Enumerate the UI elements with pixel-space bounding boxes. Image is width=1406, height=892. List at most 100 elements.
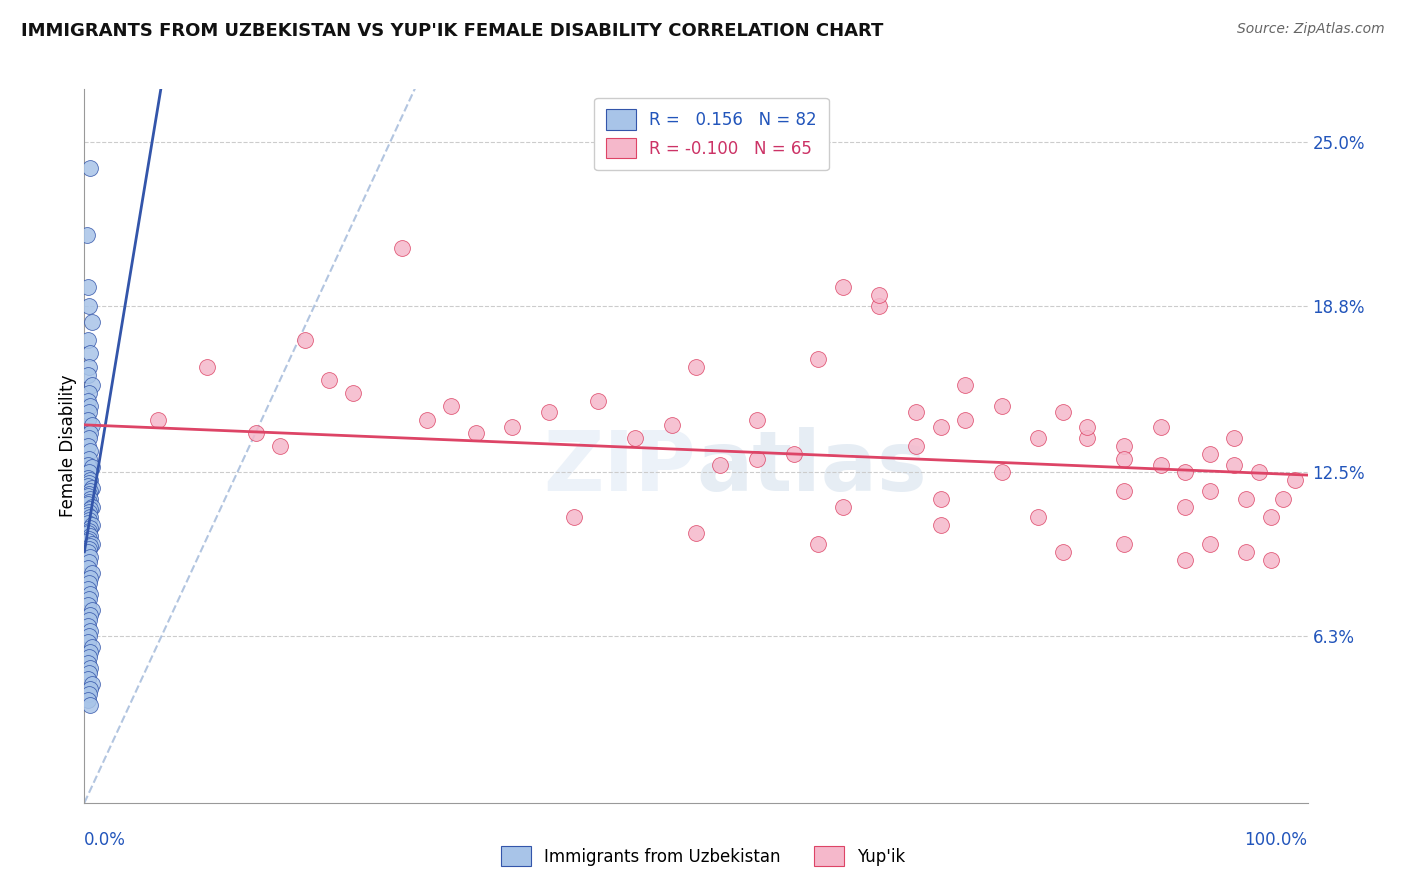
Point (77, 486, 100, 500)
Point (709, 458, 731, 472)
Point (869, 299, 891, 313)
Point (77, 516, 100, 530)
Point (1247, 466, 1270, 480)
Point (905, 404, 928, 418)
Point (1284, 474, 1306, 488)
Point (79, 529, 101, 543)
Point (77, 471, 100, 485)
Point (1028, 510, 1050, 524)
Point (77, 439, 100, 453)
Point (1114, 483, 1136, 498)
Point (1198, 537, 1220, 551)
Point (1076, 420, 1098, 434)
Point (77, 494, 100, 508)
Point (76, 227, 98, 242)
Point (77, 532, 100, 546)
Point (440, 400, 463, 414)
Point (77, 458, 100, 472)
Point (79, 549, 101, 564)
Point (77, 650, 100, 665)
Point (929, 420, 952, 434)
Point (77, 524, 100, 538)
Point (1272, 491, 1295, 506)
Point (79, 400, 101, 414)
Point (80, 677, 103, 691)
Point (79, 540, 101, 554)
Point (929, 491, 952, 506)
Point (77, 333, 100, 347)
Point (79, 682, 101, 697)
Point (1236, 545, 1258, 559)
Point (80, 417, 103, 432)
Point (464, 425, 486, 440)
Point (77, 497, 100, 511)
Point (79, 510, 101, 524)
Point (1150, 458, 1173, 472)
Point (1198, 483, 1220, 498)
Point (77, 545, 100, 559)
Point (991, 400, 1014, 414)
Point (807, 537, 830, 551)
Text: Source: ZipAtlas.com: Source: ZipAtlas.com (1237, 22, 1385, 37)
Point (391, 241, 413, 255)
Point (807, 351, 830, 366)
Point (294, 333, 316, 347)
Point (77, 666, 100, 681)
Point (77, 629, 100, 643)
Point (747, 452, 769, 467)
Point (624, 431, 647, 445)
Point (77, 359, 100, 374)
Point (869, 288, 891, 302)
Point (953, 412, 976, 426)
Point (77, 386, 100, 401)
Point (80, 500, 103, 514)
Point (79, 661, 101, 675)
Point (1260, 510, 1282, 524)
Point (77, 299, 100, 313)
Point (342, 386, 364, 401)
Point (79, 571, 101, 585)
Point (1198, 447, 1220, 461)
Point (80, 460, 103, 475)
Point (1223, 458, 1246, 472)
Text: ZIP: ZIP (544, 427, 696, 508)
Point (79, 425, 101, 440)
Point (79, 521, 101, 535)
Point (831, 500, 853, 514)
Point (80, 640, 103, 654)
Point (1114, 439, 1136, 453)
Text: 0.0%: 0.0% (84, 831, 127, 849)
Point (953, 378, 976, 392)
Point (269, 439, 291, 453)
Point (195, 359, 218, 374)
Point (80, 518, 103, 533)
Point (77, 513, 100, 527)
Point (1114, 537, 1136, 551)
Point (661, 417, 683, 432)
Point (79, 444, 101, 458)
Point (80, 603, 103, 617)
Point (77, 688, 100, 702)
Point (80, 481, 103, 495)
Y-axis label: Female Disability: Female Disability (59, 375, 77, 517)
Legend: Immigrants from Uzbekistan, Yup'ik: Immigrants from Uzbekistan, Yup'ik (492, 838, 914, 875)
Point (1174, 466, 1197, 480)
Text: IMMIGRANTS FROM UZBEKISTAN VS YUP'IK FEMALE DISABILITY CORRELATION CHART: IMMIGRANTS FROM UZBEKISTAN VS YUP'IK FEM… (21, 22, 883, 40)
Point (79, 608, 101, 623)
Point (77, 656, 100, 670)
Point (80, 566, 103, 580)
Point (79, 474, 101, 488)
Point (77, 478, 100, 492)
Point (77, 560, 100, 574)
Point (77, 582, 100, 596)
Point (77, 475, 100, 490)
Point (1150, 420, 1173, 434)
Point (77, 614, 100, 628)
Point (1174, 552, 1197, 566)
Point (1114, 452, 1136, 467)
Point (79, 502, 101, 516)
Point (1052, 545, 1074, 559)
Point (79, 346, 101, 360)
Point (77, 526, 100, 541)
Point (586, 394, 609, 409)
